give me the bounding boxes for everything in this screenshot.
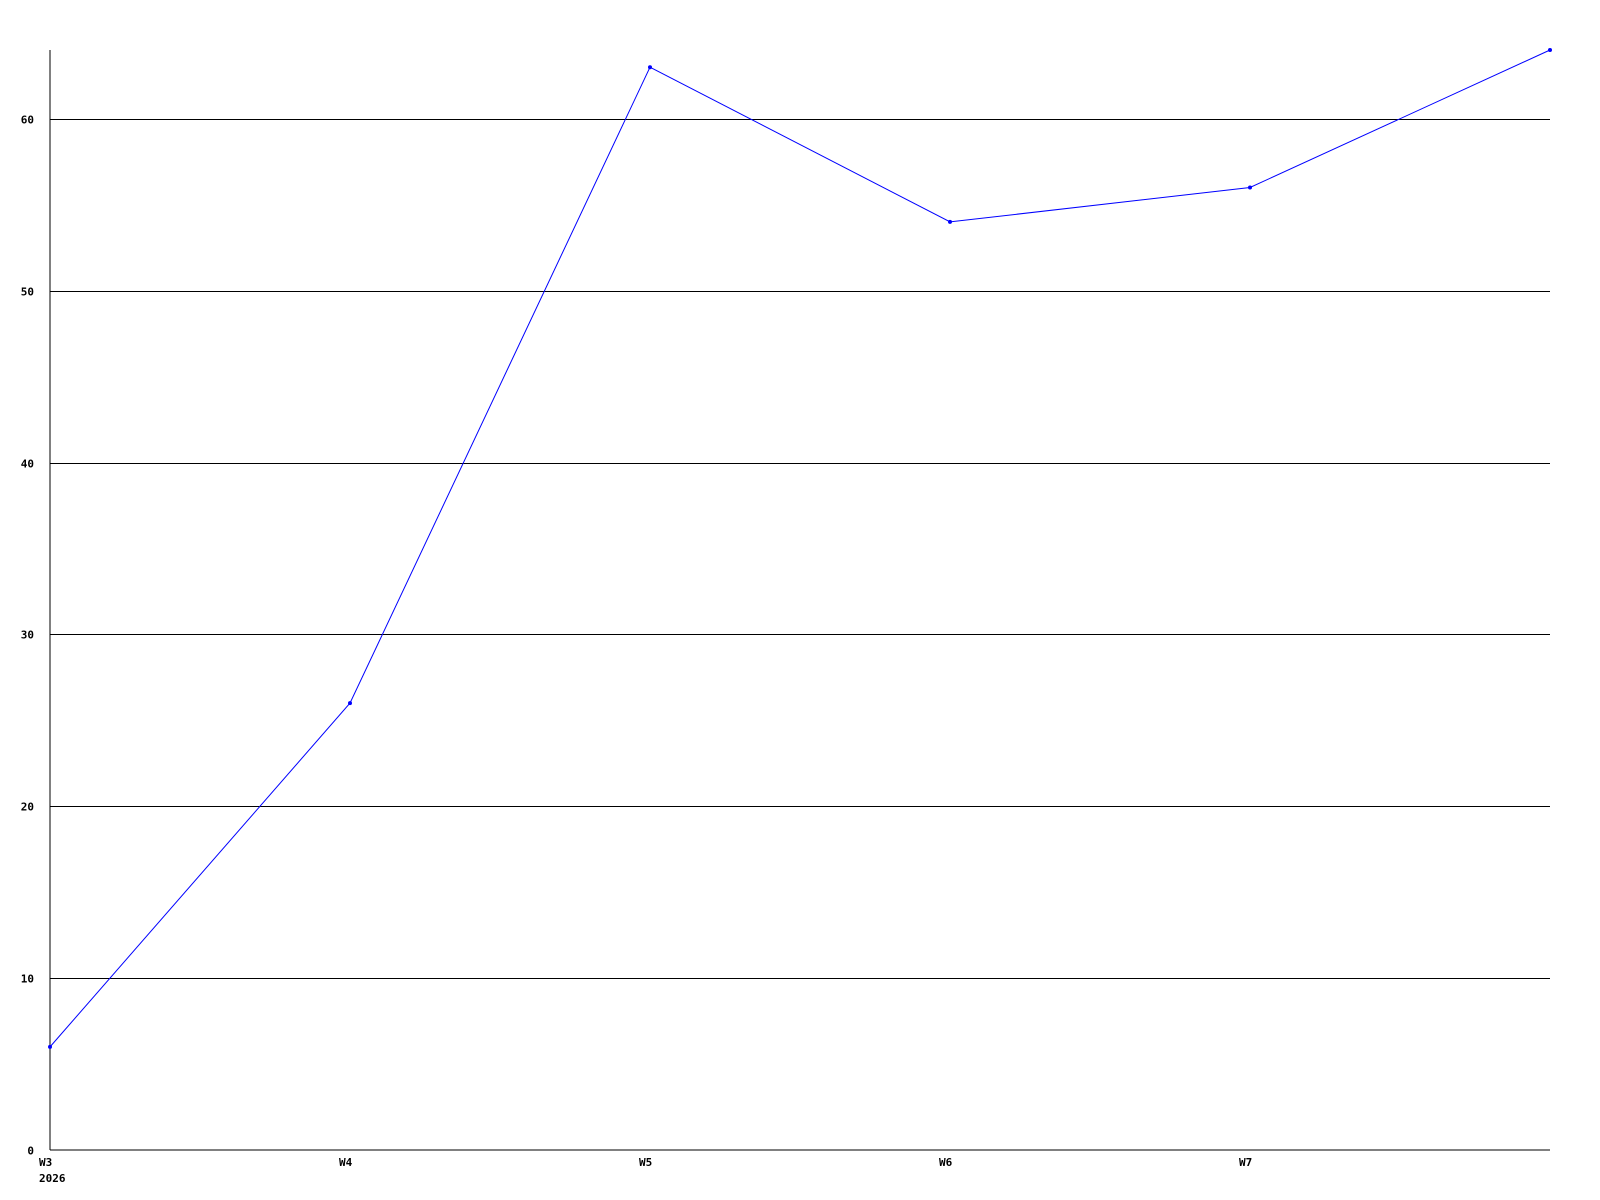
x-tick-label: W6 [939,1156,953,1169]
data-point-W4 [348,701,352,706]
y-tick-label: 10 [21,973,34,986]
series [48,48,1552,1049]
y-tick-label: 50 [21,286,34,299]
y-tick-label: 30 [21,629,34,642]
data-point-W8 [1548,48,1552,52]
x-axis-year-label: 2026 [39,1172,66,1185]
x-tick-label: W4 [339,1156,353,1169]
data-point-W5 [648,65,652,70]
data-point-W7 [1248,185,1252,190]
x-tick-label: W3 [39,1156,52,1169]
y-tick-label: 20 [21,801,34,814]
y-tick-label: 40 [21,458,34,471]
x-tick-label: W7 [1239,1156,1252,1169]
y-axis-tick-labels: 0 10 20 30 40 50 60 [21,114,34,1158]
data-point-W3 [48,1044,52,1049]
y-tick-label: 0 [27,1145,34,1158]
data-point-W6 [948,219,952,224]
x-axis-tick-labels: W3 W4 W5 W6 W7 2026 [39,1156,1252,1185]
series-line [49,49,1551,1048]
x-tick-label: W5 [639,1156,652,1169]
grid-lines [50,119,1550,979]
y-tick-label: 60 [21,114,34,127]
